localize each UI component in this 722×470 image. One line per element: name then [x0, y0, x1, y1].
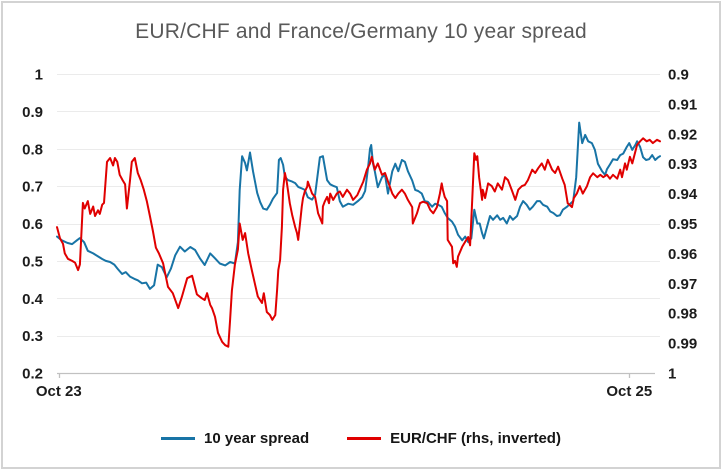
- right-axis-tick-label: 0.99: [668, 336, 697, 353]
- right-axis-tick-label: 0.94: [668, 186, 698, 203]
- right-axis-tick-label: 1: [668, 366, 676, 383]
- right-axis-tick-label: 0.92: [668, 126, 697, 143]
- series-line-eur-chf-rhs-inverted: [56, 137, 661, 348]
- legend-item-eurchf: EUR/CHF (rhs, inverted): [347, 430, 561, 447]
- x-axis-tick-label: Oct 23: [36, 383, 82, 400]
- red-line-swatch-icon: [347, 436, 382, 440]
- left-axis-tick-label: 0.2: [22, 366, 43, 383]
- left-axis-tick-label: 0.4: [22, 291, 44, 308]
- blue-line-swatch-icon: [161, 436, 196, 440]
- left-axis-tick-label: 1: [35, 67, 43, 84]
- legend-label: 10 year spread: [204, 429, 310, 447]
- right-axis-tick-label: 0.97: [668, 276, 697, 293]
- right-axis-tick-label: 0.98: [668, 306, 697, 323]
- x-axis-tick-label: Oct 25: [606, 383, 652, 400]
- right-axis-tick-label: 0.96: [668, 246, 697, 263]
- legend-label: EUR/CHF (rhs, inverted): [390, 429, 561, 447]
- right-axis-tick-label: 0.9: [668, 67, 689, 84]
- left-axis-tick-label: 0.7: [22, 179, 43, 196]
- left-axis-tick-label: 0.6: [22, 216, 43, 233]
- right-axis-tick-label: 0.93: [668, 156, 697, 173]
- chart-title: EUR/CHF and France/Germany 10 year sprea…: [135, 20, 587, 43]
- right-axis-tick-label: 0.95: [668, 216, 697, 233]
- left-axis-tick-label: 0.3: [22, 328, 43, 345]
- right-axis-tick-label: 0.91: [668, 96, 697, 113]
- left-axis-tick-label: 0.8: [22, 141, 43, 158]
- legend-item-10-year-spread: 10 year spread: [161, 430, 309, 447]
- left-axis-tick-label: 0.9: [22, 104, 43, 121]
- chart-legend: 10 year spread EUR/CHF (rhs, inverted): [0, 427, 722, 449]
- left-axis-tick-label: 0.5: [22, 253, 43, 270]
